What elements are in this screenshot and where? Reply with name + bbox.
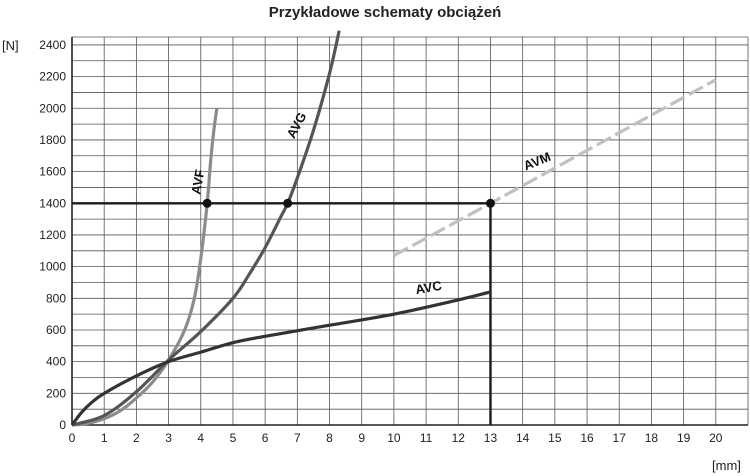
y-tick-label: 600: [46, 323, 66, 337]
x-tick-label: 19: [677, 431, 691, 445]
series-line-avc: [70, 290, 491, 426]
y-tick-label: 2000: [39, 101, 66, 115]
y-tick-label: 1800: [39, 133, 66, 147]
x-tick-label: 13: [484, 431, 498, 445]
x-tick-label: 7: [294, 431, 301, 445]
x-tick-label: 14: [516, 431, 530, 445]
x-tick-label: 3: [165, 431, 172, 445]
x-tick-label: 8: [326, 431, 333, 445]
reference-lines: [72, 202, 492, 425]
x-tick-label: 9: [358, 431, 365, 445]
y-tick-label: 1000: [39, 260, 66, 274]
series-label-avc: AVC: [414, 278, 443, 297]
intersection-marker: [485, 198, 495, 208]
x-tick-label: 18: [645, 431, 659, 445]
x-tick-label: 1: [101, 431, 108, 445]
x-tick-label: 16: [580, 431, 594, 445]
x-tick-label: 4: [197, 431, 204, 445]
x-tick-label: 17: [613, 431, 627, 445]
y-tick-labels: 0 200 400 600 800 1000 1200 1400 1600 1800 2000 220…: [39, 38, 66, 432]
intersection-marker: [283, 198, 293, 208]
series-label-avg: AVG: [284, 110, 310, 141]
y-tick-label: 0: [59, 418, 66, 432]
x-tick-label: 2: [133, 431, 140, 445]
y-tick-label: 400: [46, 355, 66, 369]
series-label-avf: AVF: [188, 168, 207, 195]
x-tick-label: 12: [452, 431, 466, 445]
series-line-avf: [71, 108, 219, 427]
x-tick-label: 11: [420, 431, 433, 445]
chart-title: Przykładowe schematy obciążeń: [269, 4, 502, 21]
x-axis-unit: [mm]: [712, 458, 741, 473]
x-tick-label: 6: [262, 431, 269, 445]
intersection-marker: [202, 198, 212, 208]
y-tick-label: 200: [46, 386, 66, 400]
y-tick-label: 1200: [39, 228, 66, 242]
markers: [202, 198, 495, 208]
x-tick-label: 15: [548, 431, 562, 445]
x-tick-label: 5: [230, 431, 237, 445]
y-tick-label: 2200: [39, 70, 66, 84]
x-tick-label: 20: [709, 431, 723, 445]
series-lines: [70, 30, 717, 427]
series-line-avm: [393, 78, 717, 257]
series-label-avm: AVM: [521, 149, 553, 173]
x-tick-label: 0: [69, 431, 76, 445]
y-tick-label: 800: [46, 291, 66, 305]
x-tick-labels: 0 1 2 3 4 5 6 7 8 9 10 11 12 13 14 15 16 17 18 19 20: [69, 431, 723, 445]
y-tick-label: 2400: [39, 38, 66, 52]
series-line-avg: [71, 30, 341, 427]
y-tick-label: 1600: [39, 165, 66, 179]
y-tick-label: 1400: [39, 196, 66, 210]
grid: [71, 36, 749, 426]
y-axis-unit: [N]: [2, 38, 19, 53]
x-tick-label: 10: [387, 431, 401, 445]
